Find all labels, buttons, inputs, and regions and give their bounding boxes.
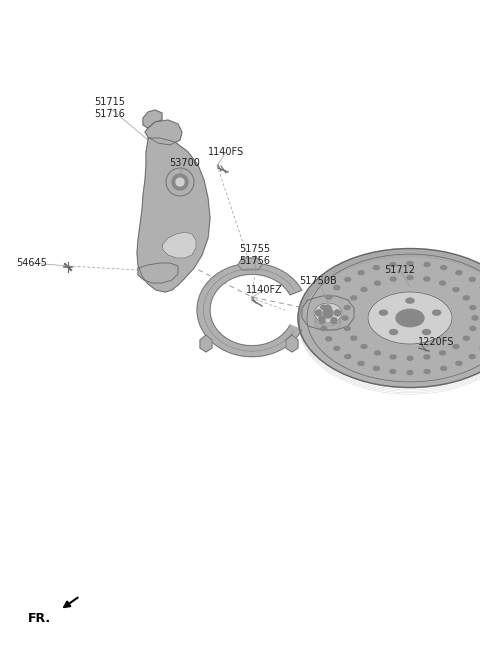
Circle shape xyxy=(172,174,188,190)
Ellipse shape xyxy=(422,330,431,334)
Ellipse shape xyxy=(321,306,327,309)
Ellipse shape xyxy=(351,336,357,340)
Ellipse shape xyxy=(470,306,476,309)
Ellipse shape xyxy=(342,316,348,320)
Ellipse shape xyxy=(326,295,332,299)
Ellipse shape xyxy=(432,310,441,315)
Circle shape xyxy=(315,310,322,316)
Ellipse shape xyxy=(424,355,430,359)
Ellipse shape xyxy=(345,277,351,281)
Ellipse shape xyxy=(344,306,350,309)
Ellipse shape xyxy=(334,346,340,350)
Text: 51755
51756: 51755 51756 xyxy=(240,244,271,266)
Ellipse shape xyxy=(374,351,381,355)
Ellipse shape xyxy=(424,369,430,374)
Ellipse shape xyxy=(407,371,413,374)
Polygon shape xyxy=(286,335,298,352)
Text: 53700: 53700 xyxy=(169,158,201,168)
Ellipse shape xyxy=(358,361,364,365)
Text: FR.: FR. xyxy=(28,612,51,625)
Ellipse shape xyxy=(390,330,397,334)
Ellipse shape xyxy=(396,309,424,327)
Polygon shape xyxy=(137,138,210,292)
Ellipse shape xyxy=(463,296,469,300)
Ellipse shape xyxy=(440,351,445,355)
Ellipse shape xyxy=(390,369,396,374)
Ellipse shape xyxy=(407,276,413,280)
Text: 1140FS: 1140FS xyxy=(208,147,244,157)
Ellipse shape xyxy=(344,327,350,330)
Ellipse shape xyxy=(456,361,462,365)
Ellipse shape xyxy=(440,281,445,285)
Ellipse shape xyxy=(390,277,396,281)
Text: 54645: 54645 xyxy=(17,258,48,268)
Circle shape xyxy=(335,310,340,316)
Ellipse shape xyxy=(321,327,327,330)
Polygon shape xyxy=(302,296,354,330)
Ellipse shape xyxy=(374,281,381,285)
Text: 51750B: 51750B xyxy=(299,276,337,286)
Text: 51715
51716: 51715 51716 xyxy=(95,97,125,119)
Circle shape xyxy=(319,318,325,324)
Text: 1220FS: 1220FS xyxy=(418,337,454,347)
Ellipse shape xyxy=(358,271,364,275)
Ellipse shape xyxy=(407,356,413,360)
Ellipse shape xyxy=(390,263,396,267)
Ellipse shape xyxy=(441,367,447,371)
Ellipse shape xyxy=(390,355,396,359)
Ellipse shape xyxy=(319,316,325,320)
Ellipse shape xyxy=(379,310,387,315)
Ellipse shape xyxy=(453,288,459,292)
Ellipse shape xyxy=(456,271,462,275)
Ellipse shape xyxy=(453,344,459,348)
Ellipse shape xyxy=(373,265,379,269)
Ellipse shape xyxy=(326,337,332,341)
Ellipse shape xyxy=(463,336,469,340)
Ellipse shape xyxy=(334,286,340,290)
Ellipse shape xyxy=(470,327,476,330)
Polygon shape xyxy=(138,263,178,283)
Ellipse shape xyxy=(469,277,475,281)
Ellipse shape xyxy=(472,316,478,320)
Ellipse shape xyxy=(361,344,367,348)
Ellipse shape xyxy=(441,265,447,269)
Circle shape xyxy=(323,308,333,318)
Polygon shape xyxy=(200,335,212,352)
Ellipse shape xyxy=(373,367,379,371)
Ellipse shape xyxy=(407,261,413,265)
Ellipse shape xyxy=(345,355,351,359)
Circle shape xyxy=(331,318,337,324)
Polygon shape xyxy=(143,110,162,128)
Circle shape xyxy=(325,305,331,311)
Circle shape xyxy=(166,168,194,196)
Polygon shape xyxy=(145,120,182,145)
Ellipse shape xyxy=(314,303,342,323)
Ellipse shape xyxy=(368,292,452,344)
Ellipse shape xyxy=(406,298,414,303)
Ellipse shape xyxy=(424,277,430,281)
Text: 1140FZ: 1140FZ xyxy=(246,285,282,295)
Ellipse shape xyxy=(361,288,367,292)
Ellipse shape xyxy=(424,263,430,267)
Ellipse shape xyxy=(298,248,480,388)
Ellipse shape xyxy=(469,355,475,359)
Polygon shape xyxy=(238,258,262,270)
Polygon shape xyxy=(162,232,196,258)
Circle shape xyxy=(176,178,184,186)
Polygon shape xyxy=(197,263,302,357)
Ellipse shape xyxy=(351,296,357,300)
Text: 51712: 51712 xyxy=(384,265,416,275)
